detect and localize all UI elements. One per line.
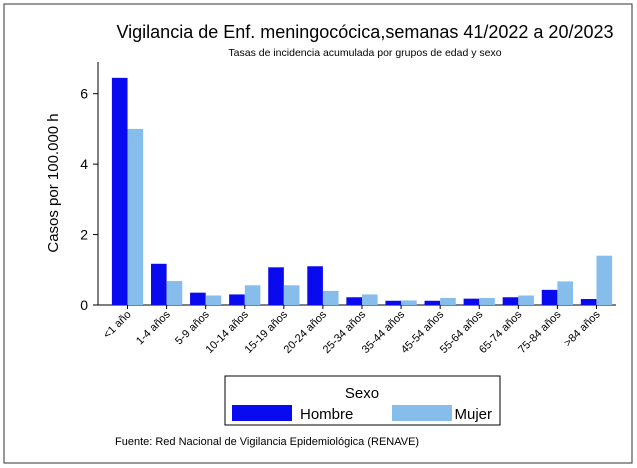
y-tick-label: 2 bbox=[80, 227, 88, 243]
bar bbox=[596, 255, 613, 305]
legend-swatch bbox=[392, 405, 452, 421]
bar bbox=[322, 290, 339, 305]
bar bbox=[244, 285, 261, 305]
bar bbox=[166, 281, 183, 305]
bar bbox=[150, 263, 167, 305]
y-tick-label: 0 bbox=[80, 297, 88, 313]
bar bbox=[502, 297, 519, 305]
bar bbox=[440, 297, 456, 305]
bar bbox=[424, 300, 441, 305]
bar bbox=[111, 77, 128, 305]
y-tick-label: 4 bbox=[80, 156, 88, 172]
bar bbox=[362, 294, 378, 305]
bar bbox=[580, 299, 597, 305]
bar bbox=[229, 294, 245, 305]
bar bbox=[463, 298, 480, 305]
bar bbox=[190, 292, 206, 305]
chart-title: Vigilancia de Enf. meningocócica,semanas… bbox=[116, 22, 613, 42]
y-axis-label: Casos por 100.000 h bbox=[45, 113, 62, 252]
bar bbox=[205, 295, 222, 305]
legend-label: Mujer bbox=[454, 406, 492, 423]
bar bbox=[541, 289, 558, 305]
bar bbox=[268, 267, 284, 305]
bar bbox=[557, 281, 574, 305]
bar bbox=[307, 266, 323, 305]
legend-swatch bbox=[232, 405, 292, 421]
bar bbox=[518, 295, 534, 305]
legend-title: Sexo bbox=[345, 385, 379, 402]
bar bbox=[385, 300, 402, 305]
legend-label: Hombre bbox=[300, 406, 353, 423]
bar bbox=[479, 297, 495, 305]
source-note: Fuente: Red Nacional de Vigilancia Epide… bbox=[115, 436, 419, 448]
bar bbox=[401, 300, 417, 305]
bar bbox=[346, 297, 362, 305]
bar bbox=[127, 128, 144, 305]
y-tick-label: 6 bbox=[80, 86, 88, 102]
bar bbox=[283, 285, 300, 305]
chart-subtitle: Tasas de incidencia acumulada por grupos… bbox=[228, 47, 501, 59]
